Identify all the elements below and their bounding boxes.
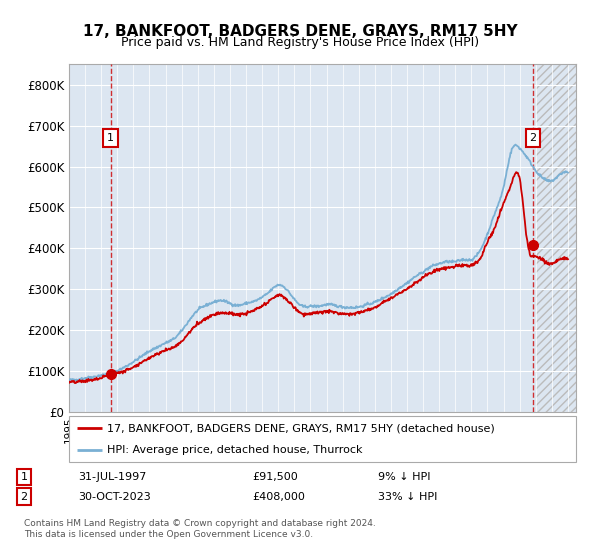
Bar [536,64,576,412]
Text: Contains HM Land Registry data © Crown copyright and database right 2024.
This d: Contains HM Land Registry data © Crown c… [24,520,376,539]
Text: 1: 1 [107,133,114,143]
Text: £408,000: £408,000 [252,492,305,502]
Text: 2: 2 [20,492,28,502]
Text: 17, BANKFOOT, BADGERS DENE, GRAYS, RM17 5HY: 17, BANKFOOT, BADGERS DENE, GRAYS, RM17 … [83,24,517,39]
Text: HPI: Average price, detached house, Thurrock: HPI: Average price, detached house, Thur… [107,445,362,455]
Text: 30-OCT-2023: 30-OCT-2023 [78,492,151,502]
Text: 2: 2 [529,133,536,143]
Text: 1: 1 [20,472,28,482]
Text: 31-JUL-1997: 31-JUL-1997 [78,472,146,482]
Text: 9% ↓ HPI: 9% ↓ HPI [378,472,431,482]
Bar [536,64,576,412]
Text: Price paid vs. HM Land Registry's House Price Index (HPI): Price paid vs. HM Land Registry's House … [121,36,479,49]
Bar [536,64,576,412]
Text: 17, BANKFOOT, BADGERS DENE, GRAYS, RM17 5HY (detached house): 17, BANKFOOT, BADGERS DENE, GRAYS, RM17 … [107,423,495,433]
Text: £91,500: £91,500 [252,472,298,482]
Text: 33% ↓ HPI: 33% ↓ HPI [378,492,437,502]
